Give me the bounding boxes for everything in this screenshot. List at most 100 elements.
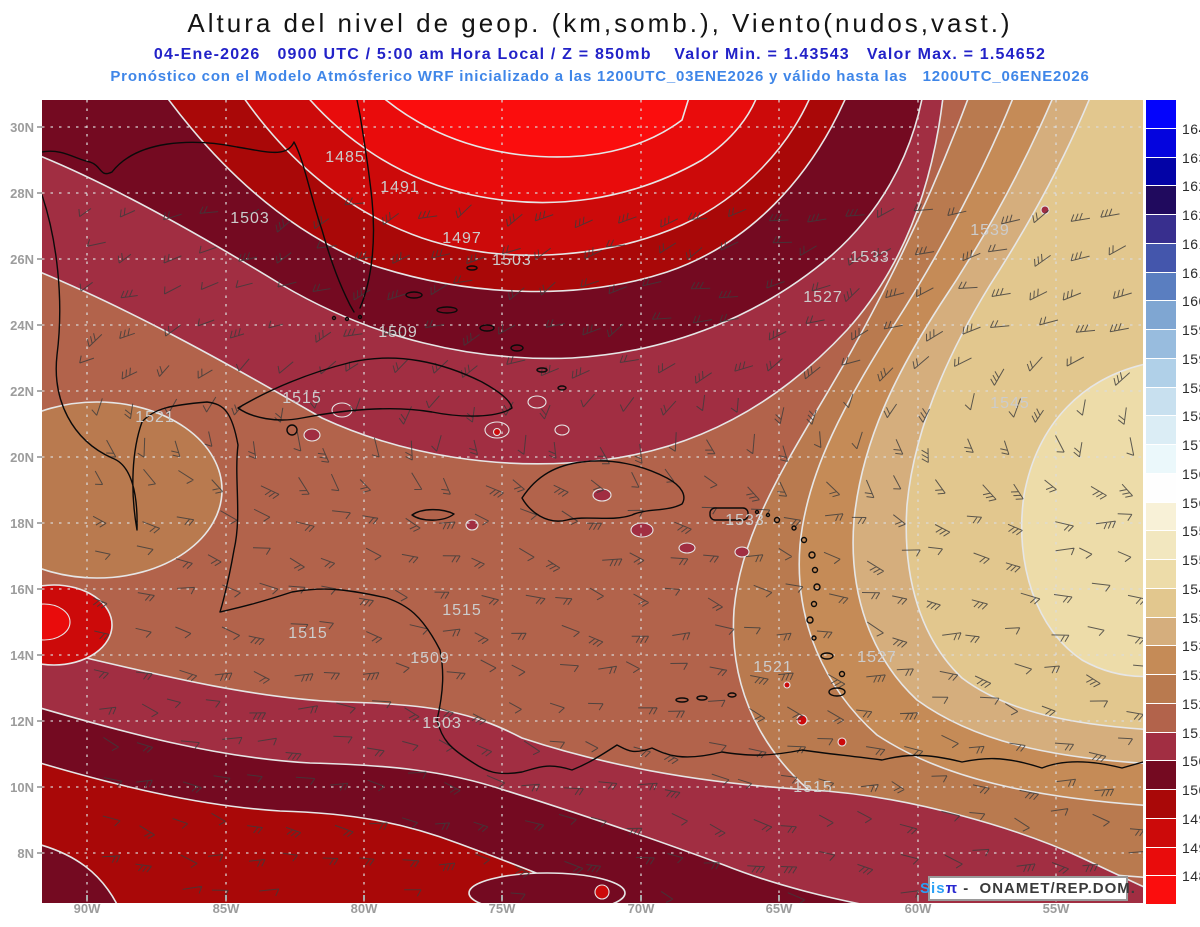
colorbar-swatch <box>1146 617 1176 647</box>
colorbar-swatch <box>1146 330 1176 359</box>
coastlines <box>42 100 1143 775</box>
lon-label: 85W <box>212 901 240 916</box>
colorbar-swatch <box>1146 301 1176 330</box>
lon-label: 55W <box>1042 901 1070 916</box>
colorbar-tick-label: 1503 <box>1182 782 1200 798</box>
contour-label: 1545 <box>990 395 1030 412</box>
colorbar-swatch <box>1146 272 1176 302</box>
colorbar-tick-label: 1533 <box>1182 638 1200 655</box>
lon-tick <box>640 895 642 900</box>
band-pocket-west-red <box>42 584 113 666</box>
colorbar-swatch <box>1146 502 1176 532</box>
lon-tick <box>363 895 365 900</box>
colorbar-swatch <box>1146 531 1176 560</box>
band-front-below-1485 <box>384 100 690 158</box>
band-south-corner-maroon <box>42 844 118 903</box>
lon-tick <box>501 895 503 900</box>
contour-label: 1533 <box>850 249 890 266</box>
lat-label: 30N <box>10 120 34 135</box>
coast-lesser-antilles <box>675 509 846 703</box>
lon-label: 60W <box>904 901 932 916</box>
lat-tick <box>37 720 42 722</box>
contour-label: 1539 <box>970 222 1010 239</box>
colorbar-tick-label: 1545 <box>1182 580 1200 597</box>
contour-label: 1503 <box>230 210 270 227</box>
colorbar-tick-label: 1629 <box>1182 178 1200 195</box>
contour-label: 1515 <box>442 602 482 619</box>
lat-label: 12N <box>10 714 34 729</box>
contour-value-labels: 1485 1491 1503 1497 1503 1509 1515 1521 1539 1533… <box>135 149 1030 796</box>
lat-tick <box>37 324 42 326</box>
colorbar-swatch <box>1146 732 1176 762</box>
colorbar-swatch <box>1146 416 1176 445</box>
watermark-box: Sis π - ONAMET/REP.DOM. <box>920 876 1135 901</box>
colorbar-swatch <box>1146 588 1176 618</box>
coast-puerto-rico <box>709 507 749 521</box>
colorbar-tick-label: 1515 <box>1182 724 1200 741</box>
lon-label: 80W <box>350 901 378 916</box>
contour-label: 1515 <box>793 779 833 796</box>
colorbar-swatch <box>1146 473 1176 503</box>
coast-isla-juventud <box>286 424 298 436</box>
contour-label: 1515 <box>288 625 328 642</box>
contour-label: 1485 <box>325 149 365 166</box>
colorbar-swatch <box>1146 646 1176 675</box>
colorbar-swatch <box>1146 560 1176 589</box>
lat-label: 10N <box>10 780 34 795</box>
colorbar-swatch <box>1146 215 1176 244</box>
watermark-sys: Sis <box>920 880 946 897</box>
contour-label: 1503 <box>492 252 532 269</box>
band-blob-panama <box>468 872 626 903</box>
geopotential-colorbar <box>1146 100 1176 905</box>
contour-label: 1527 <box>857 649 897 666</box>
map-canvas: 1485 1491 1503 1497 1503 1509 1515 1521 1539 1533… <box>42 100 1143 903</box>
contour-label: 1497 <box>442 230 482 247</box>
lat-tick <box>37 852 42 854</box>
colorbar-tick-label: 1587 <box>1182 379 1200 396</box>
band-core-1545-1551 <box>1020 363 1143 678</box>
coast-hispaniola <box>521 460 685 522</box>
contour-label: 1509 <box>378 324 418 341</box>
lon-label: 75W <box>488 901 516 916</box>
colorbar-swatch <box>1146 675 1176 704</box>
lat-tick <box>37 126 42 128</box>
colorbar-swatch <box>1146 128 1176 158</box>
lon-tick <box>225 895 227 900</box>
lat-label: 20N <box>10 450 34 465</box>
lon-tick <box>778 895 780 900</box>
colorbar-tick-label: 1551 <box>1182 552 1200 568</box>
graticule-gridlines <box>42 100 1143 903</box>
lat-tick <box>37 456 42 458</box>
geopotential-map: 1485 1491 1503 1497 1503 1509 1515 1521 1539 1533… <box>42 100 1143 903</box>
colorbar-tick-label: 1623 <box>1182 207 1200 223</box>
colorbar-tick-label: 1611 <box>1182 264 1200 281</box>
coast-mexico-centam <box>42 194 1143 775</box>
lat-label: 22N <box>10 384 34 399</box>
band-pocket-west-red-core <box>42 603 71 641</box>
colorbar-tick-label: 1527 <box>1182 667 1200 683</box>
colorbar-tick-label: 1539 <box>1182 609 1200 626</box>
colorbar-swatch <box>1146 358 1176 388</box>
colorbar-swatch <box>1146 790 1176 819</box>
colorbar-swatch <box>1146 703 1176 733</box>
colorbar-swatch <box>1146 818 1176 848</box>
contour-label: 1515 <box>282 390 322 407</box>
colorbar-swatch <box>1146 761 1176 790</box>
contour-label: 1491 <box>380 179 420 196</box>
colorbar-tick-label: 1641 <box>1182 120 1200 137</box>
lon-label: 90W <box>73 901 101 916</box>
colorbar-tick-label: 1575 <box>1182 437 1200 453</box>
colorbar-tick-label: 1599 <box>1182 322 1200 338</box>
colorbar-tick-label: 1521 <box>1182 695 1200 712</box>
lon-label: 70W <box>627 901 655 916</box>
colorbar-tick-label: 1563 <box>1182 494 1200 511</box>
contour-label: 1509 <box>410 650 450 667</box>
colorbar-tick-label: 1497 <box>1182 810 1200 827</box>
colorbar-swatch <box>1146 445 1176 474</box>
colorbar-tick-label: 1569 <box>1182 465 1200 482</box>
coast-gulf-florida <box>42 100 375 313</box>
colorbar-swatch <box>1146 876 1176 905</box>
coast-cuba <box>237 357 513 421</box>
watermark-pi-icon: π <box>945 880 959 897</box>
coast-bahamas <box>405 265 567 391</box>
